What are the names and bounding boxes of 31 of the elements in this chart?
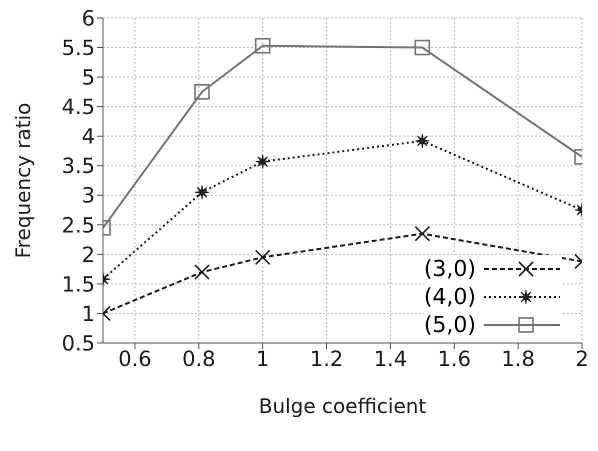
point — [254, 38, 270, 54]
y-tick-label: 5.5 — [62, 36, 95, 60]
x-tick-label: 1 — [256, 346, 270, 371]
y-tick-label: 2.5 — [62, 213, 95, 238]
x-tick-label: 1.4 — [374, 346, 408, 371]
y-tick-label: 4 — [82, 124, 95, 149]
y-tick-label: 1.5 — [62, 272, 95, 296]
legend-label: (4,0) — [424, 284, 476, 310]
point — [194, 264, 210, 280]
y-tick-label: 5 — [82, 66, 95, 90]
y-tick-label: 6 — [82, 6, 95, 30]
x-tick-label: 0.8 — [182, 346, 216, 371]
point — [194, 184, 210, 200]
x-axis-title: Bulge coefficient — [258, 394, 426, 418]
legend-label: (3,0) — [424, 256, 476, 282]
y-axis-title: Frequency ratio — [11, 102, 36, 258]
y-tick-label: 2 — [82, 242, 95, 267]
x-tick-label: 1.2 — [310, 346, 344, 371]
x-tick-label: 1.8 — [501, 346, 535, 371]
x-tick-label: 2 — [575, 346, 589, 371]
y-tick-label: 4.5 — [62, 95, 95, 120]
point — [255, 154, 270, 169]
x-tick-label: 0.6 — [118, 346, 152, 371]
y-tick-label: 0.5 — [62, 331, 95, 356]
legend-label: (5,0) — [424, 312, 476, 338]
y-tick-label: 3 — [82, 184, 95, 208]
point — [254, 250, 270, 266]
point — [194, 84, 210, 100]
y-tick-label: 1 — [82, 302, 95, 326]
y-tick-label: 3.5 — [62, 154, 95, 178]
x-tick-label: 1.6 — [438, 346, 471, 371]
